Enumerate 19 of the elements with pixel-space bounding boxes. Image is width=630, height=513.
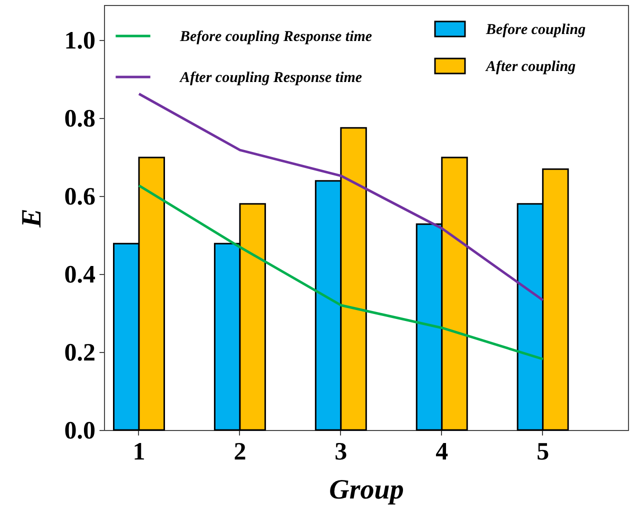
x-tick-label: 5 <box>536 438 550 466</box>
legend-label: After coupling <box>485 59 576 75</box>
y-tick-label: 0.6 <box>64 184 96 211</box>
y-axis-title: E <box>16 208 48 228</box>
y-tick-label: 0.0 <box>64 418 96 444</box>
x-axis-title: Group <box>329 474 404 506</box>
y-tick-label: 0.8 <box>64 106 96 133</box>
x-tick-label: 2 <box>234 438 246 466</box>
line-series <box>138 92 544 302</box>
x-tick-label: 1 <box>132 438 146 466</box>
legend-label: After coupling Response time <box>179 70 362 86</box>
legend-label: Before coupling Response time <box>179 29 372 45</box>
y-tick-label: 0.2 <box>64 340 96 367</box>
x-tick-label: 3 <box>334 438 348 466</box>
y-tick-label: 0.4 <box>64 262 96 289</box>
line-series <box>138 184 544 360</box>
legend-label: Before coupling <box>485 22 586 38</box>
x-tick-label: 4 <box>436 438 449 466</box>
y-tick-label: 1.0 <box>64 28 96 55</box>
